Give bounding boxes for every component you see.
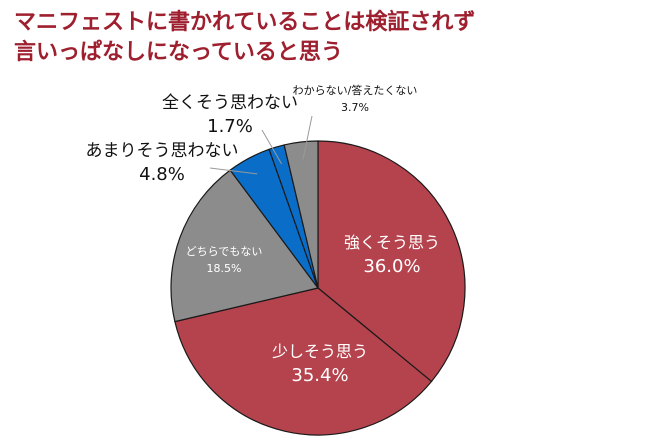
slice-label: わからない/答えたくない	[293, 83, 418, 97]
slice-value-label: 4.8%	[139, 164, 185, 185]
pie-slice	[317, 140, 466, 383]
slice-label: 強くそう思う	[344, 233, 440, 252]
slice-value-label: 35.4%	[291, 365, 348, 386]
slice-label: 少しそう思う	[272, 342, 368, 361]
chart-title-line-2: 言いっぱなしになっていると思う	[14, 40, 343, 65]
slice-label: 全くそう思わない	[162, 93, 298, 113]
leader-line	[302, 115, 313, 160]
slice-value-label: 36.0%	[363, 256, 420, 277]
slice-label: どちらでもない	[186, 245, 263, 258]
slice-labels: 強くそう思う 36.0% 少しそう思う 35.4% どちらでもない 18.5% あまりそう思…	[86, 83, 441, 386]
chart-title-line-1: マニフェストに書かれていることは検証されず	[14, 10, 476, 35]
pie-slice	[170, 169, 320, 323]
leader-line	[261, 129, 282, 165]
pie-slice	[283, 140, 319, 289]
leader-line	[209, 167, 258, 175]
slice-value-label: 1.7%	[207, 116, 253, 137]
slice-label: あまりそう思わない	[86, 141, 239, 161]
chart-title: マニフェストに書かれていることは検証されず 言いっぱなしになっていると思う	[14, 8, 475, 68]
leader-lines	[209, 115, 313, 175]
pie-slices	[170, 140, 466, 436]
pie-slice	[174, 287, 433, 436]
slice-value-label: 3.7%	[341, 101, 369, 114]
slice-value-label: 18.5%	[207, 262, 242, 275]
